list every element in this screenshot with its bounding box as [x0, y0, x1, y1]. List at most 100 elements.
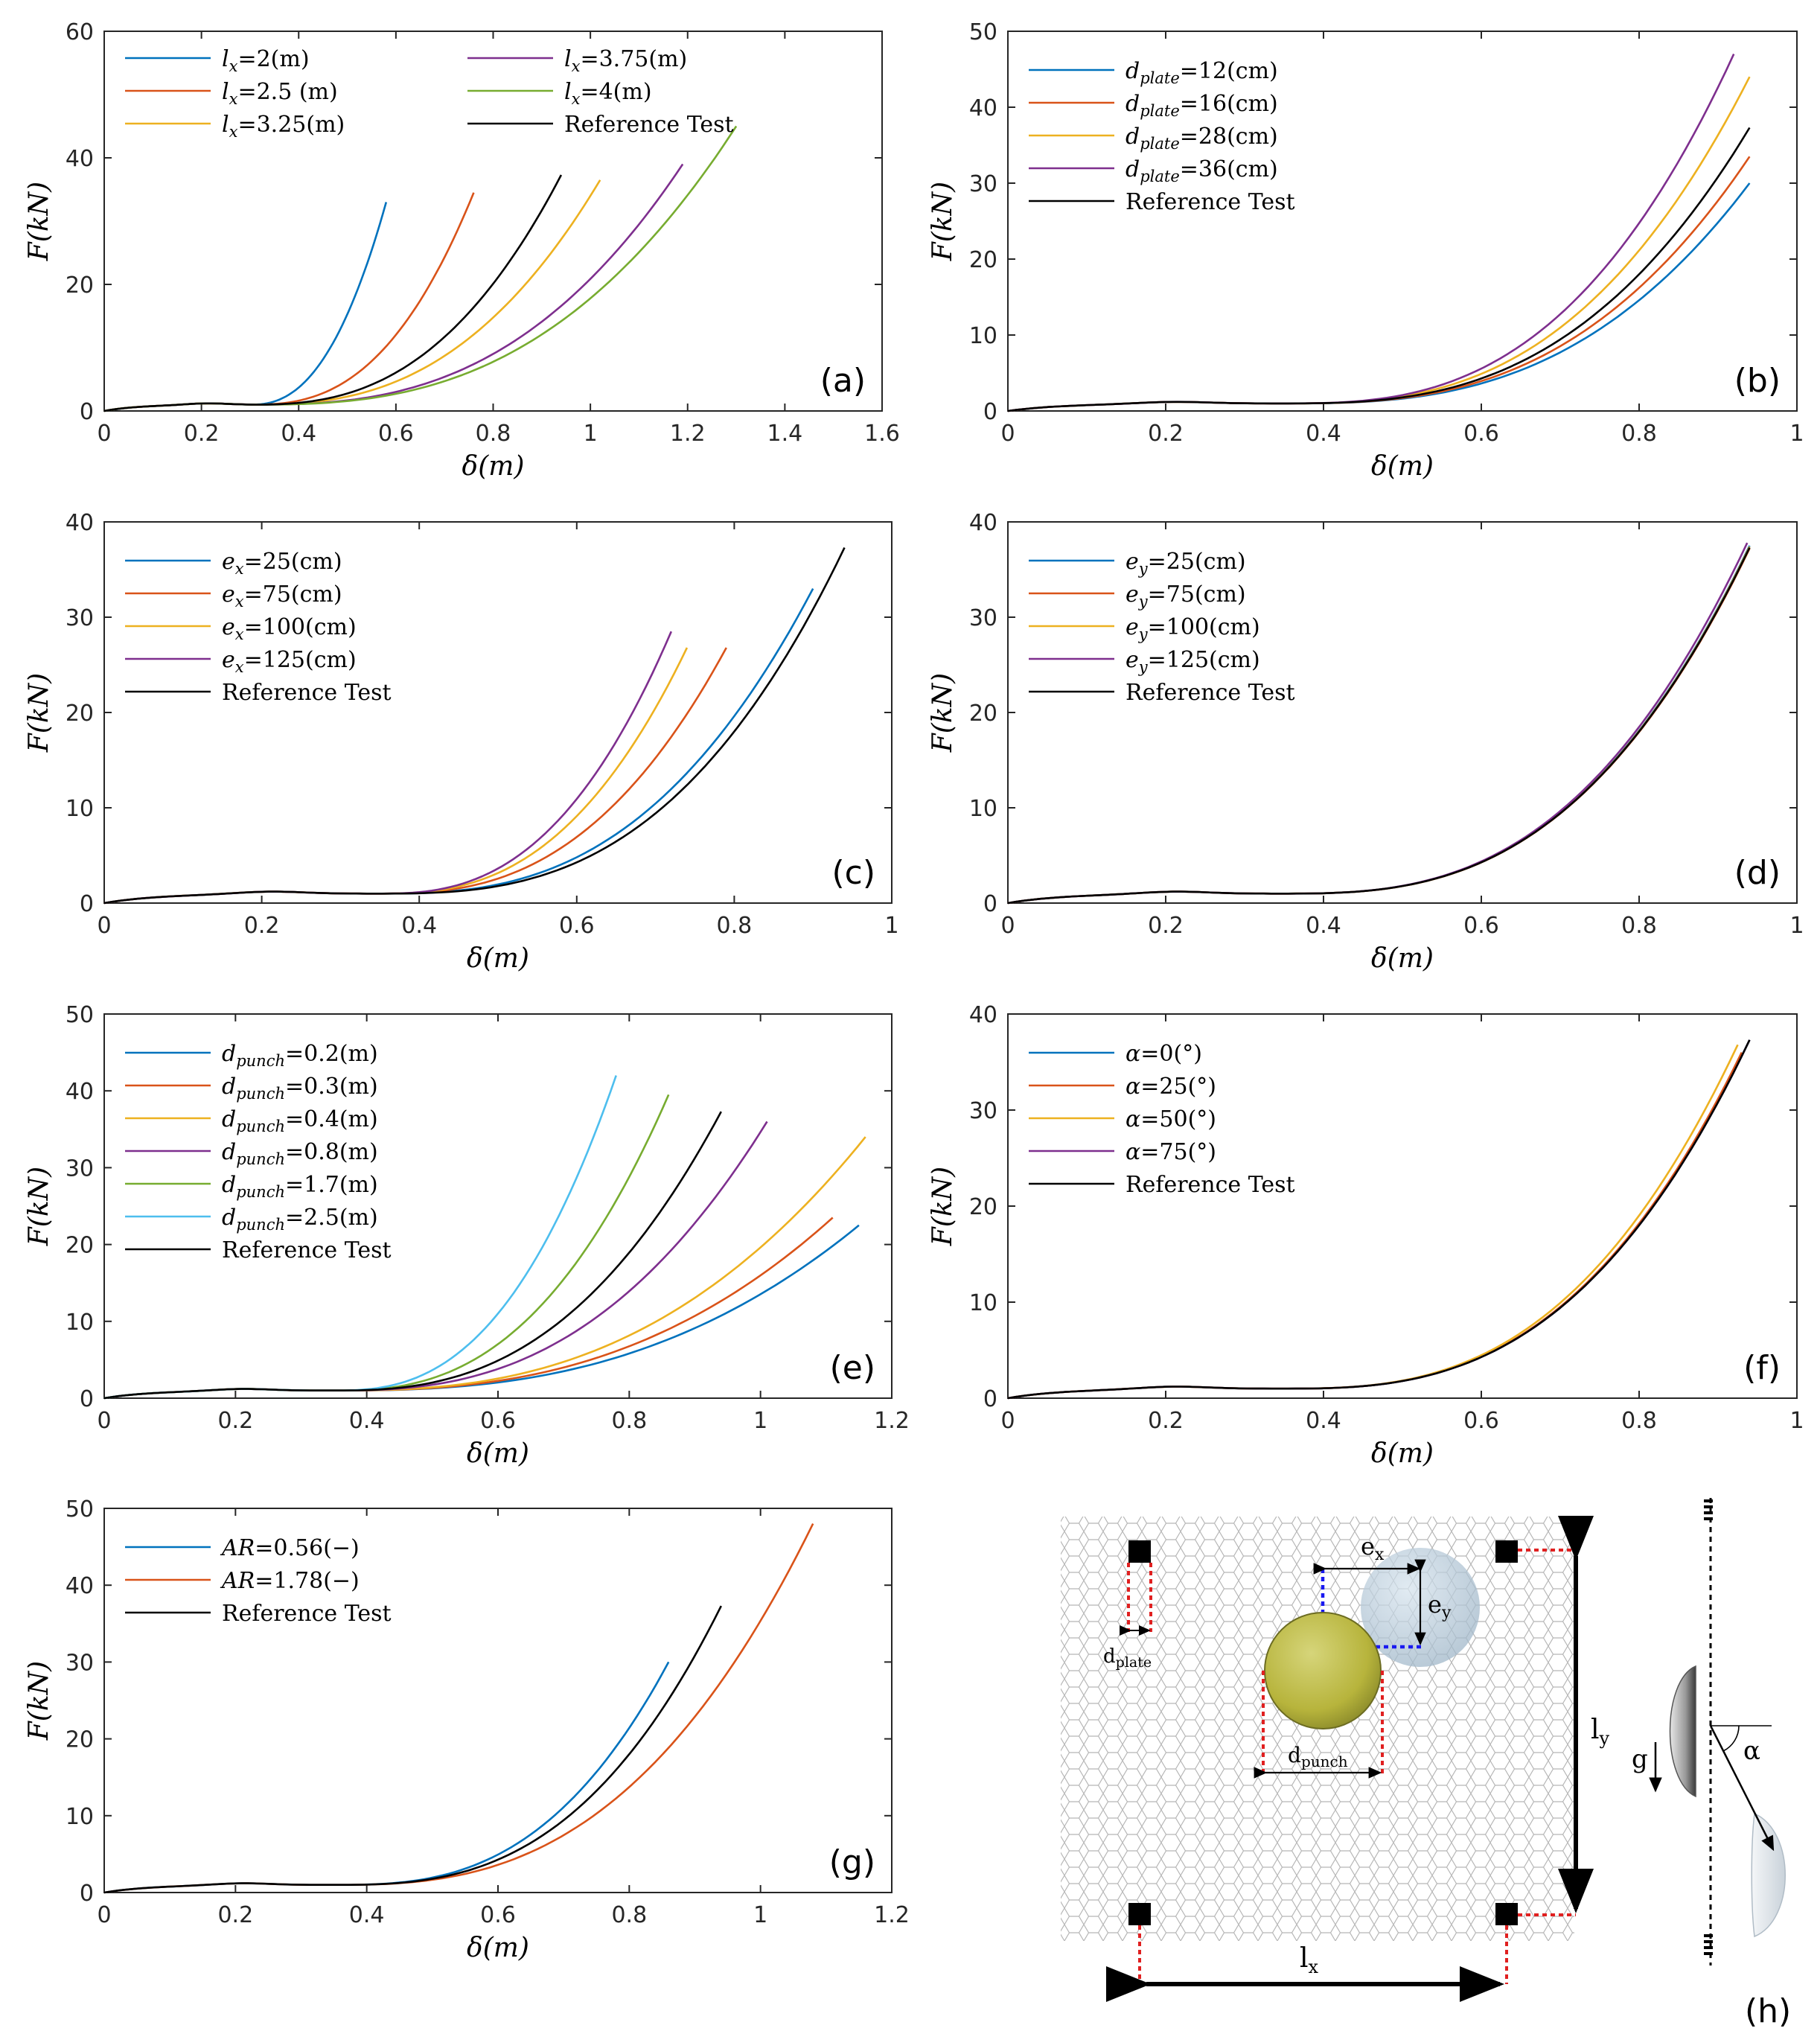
- lx-label: lx: [1300, 1943, 1319, 1977]
- legend-value: =3.75(m): [580, 46, 687, 72]
- x-tick-label: 0: [97, 1902, 111, 1928]
- support-plate-top-right: [1495, 1540, 1518, 1563]
- x-axis-label: δ(m): [462, 451, 525, 482]
- legend-entry: lx=2.5 (m): [222, 79, 338, 108]
- x-tick-label: 0: [97, 421, 111, 447]
- legend-value: =0(°): [1140, 1041, 1202, 1067]
- x-tick-label: 1.2: [670, 421, 706, 447]
- x-tick-label: 1.2: [874, 1408, 910, 1434]
- x-tick-label: 0.4: [281, 421, 316, 447]
- legend-symbol: α: [1125, 1041, 1140, 1067]
- y-tick-label: 10: [969, 323, 997, 349]
- legend-entry: ex=125(cm): [222, 647, 357, 676]
- legend-entry: ey=125(cm): [1125, 647, 1260, 676]
- legend-symbol: d: [222, 1074, 236, 1100]
- y-tick-label: 40: [969, 95, 997, 121]
- series-line-4: [103, 547, 846, 905]
- x-tick-label: 0.8: [611, 1902, 647, 1928]
- x-tick-label: 0.4: [1306, 421, 1341, 447]
- legend-symbol: d: [222, 1106, 236, 1132]
- legend-symbol: d: [222, 1041, 236, 1067]
- x-tick-label: 0.8: [1621, 421, 1657, 447]
- y-tick-label: 0: [983, 1386, 997, 1412]
- x-tick-label: 0: [1000, 1408, 1015, 1434]
- legend-entry: lx=3.25(m): [222, 112, 345, 141]
- legend-symbol: e: [222, 647, 235, 673]
- legend-entry: AR=1.78(−): [220, 1568, 360, 1594]
- x-axis-label: δ(m): [467, 943, 529, 974]
- y-tick-label: 30: [969, 171, 997, 197]
- panel-label-a: (a): [820, 362, 866, 400]
- legend-entry: ex=100(cm): [222, 614, 357, 643]
- legend-symbol: e: [1125, 614, 1139, 640]
- x-tick-label: 0.4: [401, 913, 437, 939]
- chart-d: 0 0.2 0.4 0.6 0.8 1010203040δ(m)F(kN)ey=25(cm…: [927, 510, 1804, 974]
- legend-symbol: l: [222, 46, 229, 72]
- x-tick-label: 0.8: [717, 913, 753, 939]
- x-tick-label: 1: [1789, 1408, 1804, 1434]
- legend-symbol: l: [564, 46, 572, 72]
- panel-h-diagram: dplate ex ey dpunch ly lx α g (: [1061, 1498, 1791, 2030]
- x-tick-label: 0.4: [1306, 913, 1341, 939]
- legend-entry: dplate=28(cm): [1125, 124, 1278, 153]
- x-tick-label: 0.6: [1463, 1408, 1499, 1434]
- legend-symbol: AR: [220, 1568, 255, 1594]
- series-line-2: [103, 1605, 722, 1894]
- series-line-4: [1007, 1039, 1751, 1400]
- legend-subscript: x: [235, 560, 244, 578]
- legend-a: lx=2(m)lx=2.5 (m)lx=3.25(m)lx=3.75(m)lx=…: [125, 46, 734, 141]
- legend-entry: lx=3.75(m): [564, 46, 687, 75]
- y-tick-label: 40: [66, 1573, 94, 1599]
- y-tick-label: 20: [66, 272, 94, 299]
- y-axis-label: F(kN): [24, 1167, 54, 1246]
- charts-layer: 0 0.2 0.4 0.6 0.8 1 1.2 1.4 1.6 0 20 40 60 δ(m) F(kN) l…: [24, 19, 1804, 1963]
- lx-guides: [1138, 1925, 1508, 1984]
- x-tick-label: 0.8: [1621, 1408, 1657, 1434]
- legend-entry: α=0(°): [1125, 1041, 1202, 1067]
- side-view-punch: [1669, 1665, 1696, 1798]
- legend-symbol: d: [1125, 58, 1140, 84]
- chart-c: 0 0.2 0.4 0.6 0.8 1010203040δ(m)F(kN)ex=25(cm…: [24, 510, 899, 974]
- legend-entry: dplate=36(cm): [1125, 156, 1278, 185]
- x-tick-label: 0.4: [1306, 1408, 1341, 1434]
- alpha-label: α: [1743, 1736, 1760, 1766]
- series-line-4: [1007, 127, 1751, 412]
- x-tick-label: 0: [97, 1408, 111, 1434]
- legend-entry: dpunch=1.7(m): [222, 1172, 378, 1201]
- x-tick-label: 1.4: [767, 421, 803, 447]
- x-tick-label: 1: [884, 913, 898, 939]
- ly-guides: [1518, 1549, 1576, 1916]
- y-tick-label: 0: [80, 1881, 94, 1907]
- x-tick-label: 0.2: [217, 1408, 253, 1434]
- x-tick-label: 0.2: [184, 421, 220, 447]
- legend-subscript: y: [1138, 658, 1149, 676]
- y-tick-label: 40: [66, 1079, 94, 1105]
- legend-symbol: e: [1125, 581, 1139, 608]
- x-axis-label: δ(m): [1371, 1438, 1434, 1469]
- y-tick-label: 20: [66, 701, 94, 727]
- ly-label: ly: [1591, 1715, 1610, 1749]
- legend-value: =4(m): [580, 79, 651, 105]
- x-axis-label: δ(m): [467, 1438, 529, 1469]
- legend-value: =2.5 (m): [237, 79, 337, 105]
- x-tick-label: 1.2: [874, 1902, 910, 1928]
- plot-area-d: [1007, 521, 1798, 904]
- x-axis-label: δ(m): [1371, 451, 1434, 482]
- legend-subscript: punch: [236, 1150, 285, 1168]
- legend-e: dpunch=0.2(m)dpunch=0.3(m)dpunch=0.4(m)d…: [125, 1041, 392, 1263]
- legend-subscript: punch: [236, 1052, 285, 1070]
- x-tick-label: 0.6: [559, 913, 595, 939]
- legend-value: =0.4(m): [285, 1106, 378, 1132]
- legend-entry: Reference Test: [222, 1601, 392, 1627]
- legend-symbol: α: [1125, 1139, 1140, 1165]
- legend-value: =28(cm): [1180, 124, 1278, 150]
- legend-symbol: l: [222, 112, 229, 138]
- dpunch-label: dpunch: [1288, 1743, 1348, 1770]
- y-tick-label: 30: [969, 1098, 997, 1124]
- legend-symbol: l: [564, 79, 572, 105]
- legend-entry: Reference Test: [1125, 1172, 1295, 1198]
- support-plate-bottom-left: [1128, 1903, 1151, 1925]
- x-tick-label: 1: [753, 1408, 767, 1434]
- plot-area-b: [1007, 31, 1798, 412]
